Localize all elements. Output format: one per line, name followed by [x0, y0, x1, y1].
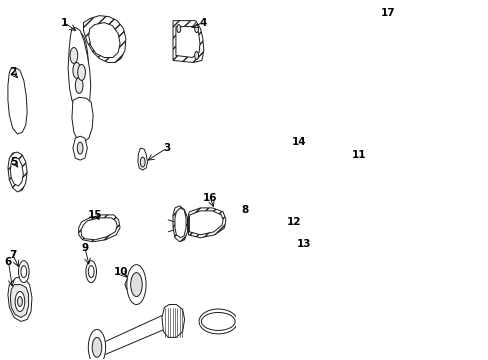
- Circle shape: [18, 297, 22, 306]
- Polygon shape: [138, 148, 147, 170]
- Polygon shape: [299, 155, 316, 195]
- Text: 16: 16: [203, 193, 217, 203]
- Polygon shape: [10, 285, 29, 318]
- Circle shape: [77, 142, 83, 154]
- Circle shape: [86, 261, 96, 283]
- Circle shape: [313, 237, 323, 257]
- Text: 8: 8: [241, 205, 248, 215]
- Polygon shape: [89, 23, 120, 58]
- Circle shape: [73, 62, 81, 78]
- Ellipse shape: [12, 73, 18, 91]
- Polygon shape: [162, 305, 184, 337]
- Ellipse shape: [14, 113, 20, 131]
- Polygon shape: [175, 208, 185, 238]
- Circle shape: [15, 292, 25, 311]
- Ellipse shape: [15, 89, 20, 106]
- Circle shape: [313, 137, 321, 153]
- Circle shape: [177, 24, 181, 32]
- Polygon shape: [68, 28, 91, 112]
- Circle shape: [194, 51, 198, 59]
- Polygon shape: [124, 278, 134, 292]
- Text: 7: 7: [9, 250, 17, 260]
- Circle shape: [78, 64, 85, 80]
- Text: 11: 11: [351, 150, 366, 160]
- Text: 14: 14: [291, 137, 306, 147]
- Text: 4: 4: [199, 18, 206, 28]
- Text: 9: 9: [81, 243, 88, 253]
- Circle shape: [75, 77, 83, 93]
- Text: 3: 3: [163, 143, 170, 153]
- Text: 1: 1: [61, 18, 68, 28]
- Circle shape: [310, 131, 324, 159]
- Polygon shape: [189, 211, 223, 235]
- Text: 15: 15: [87, 210, 102, 220]
- Text: 12: 12: [286, 217, 301, 227]
- Circle shape: [140, 157, 145, 167]
- Circle shape: [88, 329, 105, 360]
- Polygon shape: [79, 215, 120, 242]
- Circle shape: [194, 24, 198, 32]
- Polygon shape: [8, 67, 27, 134]
- Text: 13: 13: [296, 239, 310, 249]
- Polygon shape: [308, 138, 317, 152]
- Polygon shape: [173, 21, 203, 62]
- Polygon shape: [176, 27, 200, 58]
- Polygon shape: [8, 152, 27, 192]
- Circle shape: [92, 337, 102, 357]
- Text: 10: 10: [114, 267, 128, 276]
- Polygon shape: [188, 208, 225, 238]
- Text: 2: 2: [9, 67, 16, 77]
- Polygon shape: [73, 136, 87, 160]
- Circle shape: [130, 273, 142, 297]
- Circle shape: [304, 216, 312, 234]
- Text: 6: 6: [5, 257, 12, 267]
- Polygon shape: [72, 97, 93, 142]
- Polygon shape: [81, 218, 117, 240]
- Text: 17: 17: [380, 8, 395, 18]
- Polygon shape: [10, 157, 23, 186]
- Polygon shape: [83, 15, 125, 62]
- Circle shape: [70, 48, 78, 63]
- Ellipse shape: [16, 102, 22, 119]
- Polygon shape: [8, 278, 32, 321]
- Ellipse shape: [328, 158, 384, 198]
- Circle shape: [126, 265, 146, 305]
- Text: 5: 5: [11, 157, 18, 167]
- Circle shape: [19, 261, 29, 283]
- Ellipse shape: [199, 309, 237, 334]
- Polygon shape: [173, 206, 187, 242]
